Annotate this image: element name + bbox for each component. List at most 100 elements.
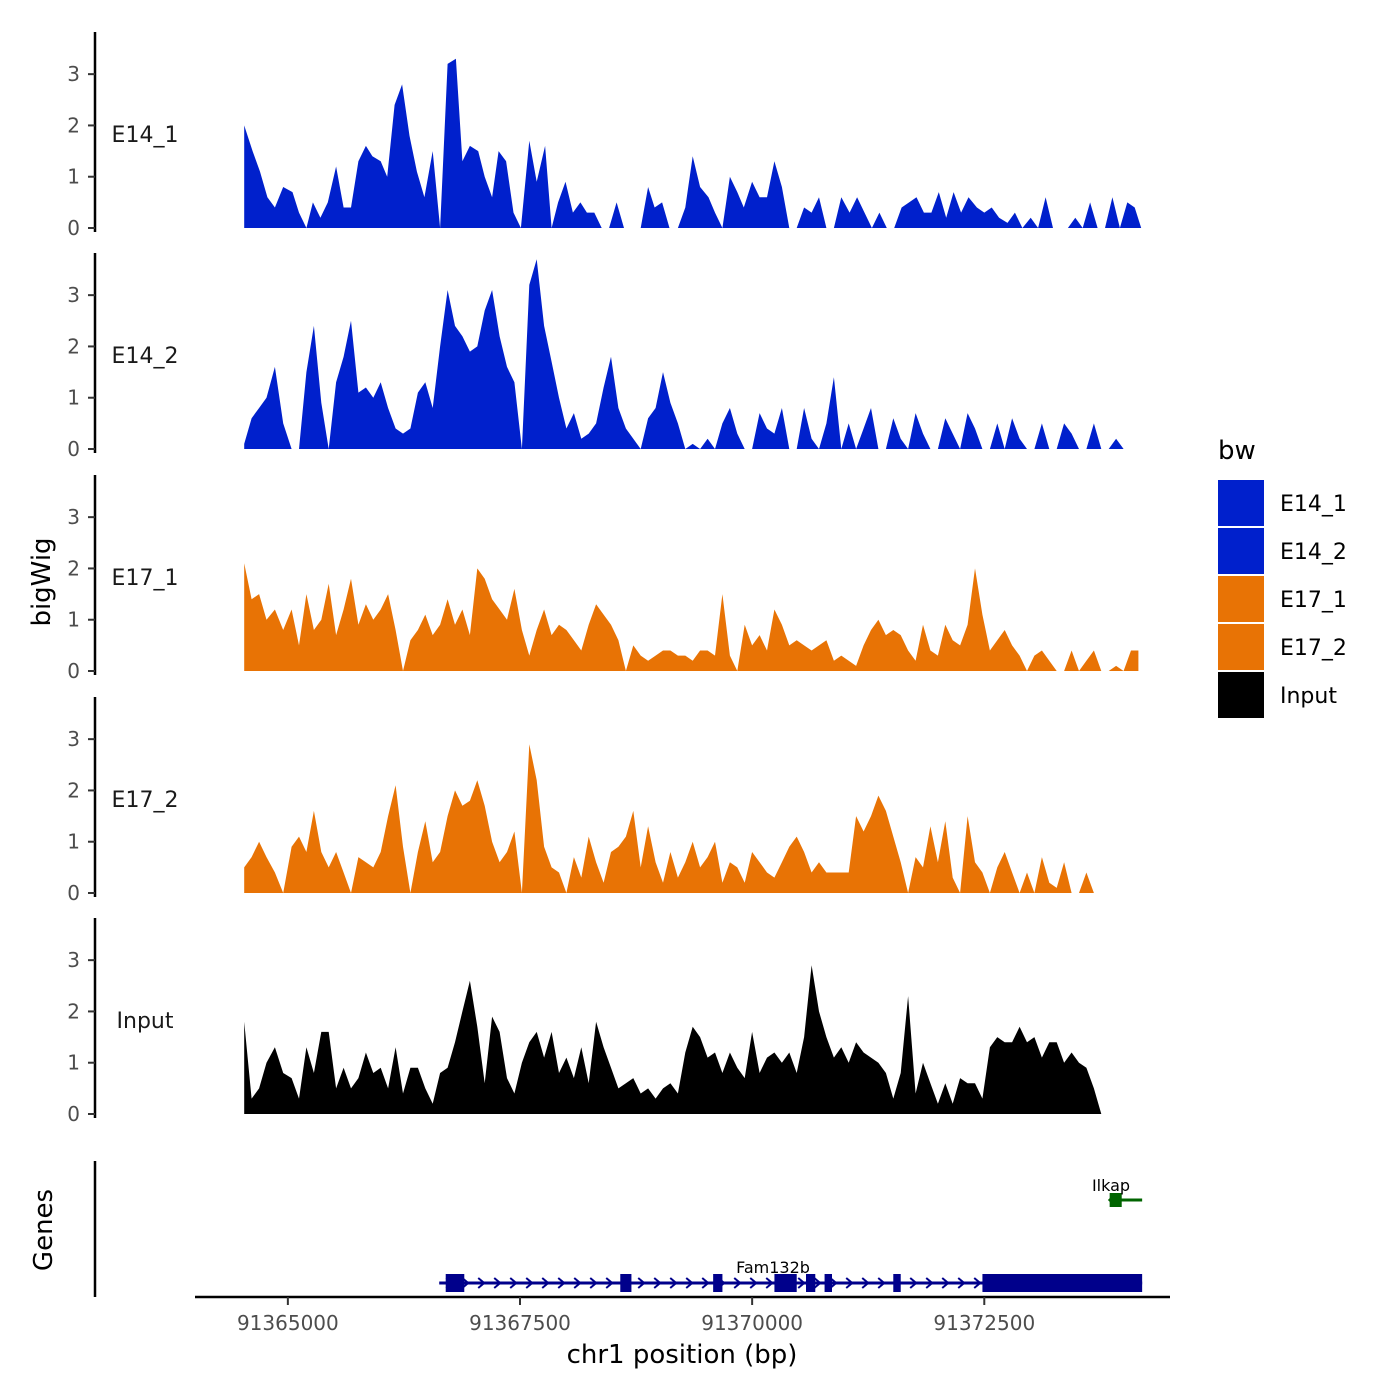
strand-arrow xyxy=(845,1277,854,1289)
panel-label: E14_1 xyxy=(112,123,179,148)
legend-title: bw xyxy=(1218,436,1256,466)
coverage-area-input xyxy=(244,965,1139,1114)
strand-arrow xyxy=(685,1277,694,1289)
y-tick-label: 1 xyxy=(67,1051,80,1075)
legend-swatch xyxy=(1218,672,1264,718)
y-tick-label: 2 xyxy=(67,113,80,137)
gene-ilkap: Ilkap xyxy=(1092,1176,1143,1207)
legend-item-e17-1: E17_1 xyxy=(1218,576,1347,622)
coverage-area-e14-2 xyxy=(244,259,1139,449)
strand-arrow xyxy=(813,1277,822,1289)
y-tick-label: 3 xyxy=(67,505,80,529)
genes-panel: Genes Fam132b Ilkap xyxy=(29,1161,1143,1297)
gene-exon xyxy=(982,1274,1143,1292)
y-tick-label: 0 xyxy=(67,1102,80,1126)
strand-arrow xyxy=(733,1277,742,1289)
legend-label: E17_1 xyxy=(1280,588,1347,613)
strand-arrow xyxy=(861,1277,870,1289)
strand-arrow xyxy=(797,1277,806,1289)
y-tick-label: 1 xyxy=(67,830,80,854)
y-tick-label: 3 xyxy=(67,283,80,307)
gene-exon xyxy=(1109,1193,1122,1207)
y-tick-label: 2 xyxy=(67,999,80,1023)
panel-label: E17_2 xyxy=(112,788,179,813)
coverage-area-e17-1 xyxy=(244,563,1139,671)
gene-fam132b: Fam132b xyxy=(439,1258,1143,1292)
strand-arrow xyxy=(941,1277,950,1289)
legend-items: E14_1 E14_2 E17_1 E17_2 Input xyxy=(1218,480,1347,718)
y-tick-label: 1 xyxy=(67,386,80,410)
strand-arrow xyxy=(605,1277,614,1289)
panel-label: E14_2 xyxy=(112,344,179,369)
panel-input: 0 1 2 3 Input xyxy=(67,918,1139,1126)
strand-arrow xyxy=(957,1277,966,1289)
strand-arrow xyxy=(573,1277,582,1289)
strand-arrow xyxy=(589,1277,598,1289)
y-tick-label: 1 xyxy=(67,608,80,632)
panel-label: Input xyxy=(117,1009,174,1034)
legend-item-e14-1: E14_1 xyxy=(1218,480,1347,526)
legend-item-e14-2: E14_2 xyxy=(1218,528,1347,574)
gene-exon xyxy=(445,1274,465,1292)
panel-e17-2: 0 1 2 3 E17_2 xyxy=(67,697,1139,905)
x-axis-title: chr1 position (bp) xyxy=(567,1340,798,1370)
legend-swatch xyxy=(1218,624,1264,670)
gene-exon xyxy=(806,1274,816,1292)
y-tick-label: 3 xyxy=(67,727,80,751)
y-tick-label: 2 xyxy=(67,334,80,358)
y-axis-title: bigWig xyxy=(27,537,57,626)
legend-swatch xyxy=(1218,576,1264,622)
x-tick-label: 91370000 xyxy=(701,1311,803,1335)
x-tick-label: 91367500 xyxy=(469,1311,571,1335)
strand-arrow xyxy=(669,1277,678,1289)
strand-arrow xyxy=(909,1277,918,1289)
strand-arrow xyxy=(541,1277,550,1289)
strand-arrow xyxy=(765,1277,774,1289)
y-tick-label: 3 xyxy=(67,62,80,86)
strand-arrow xyxy=(493,1277,502,1289)
legend-label: E14_2 xyxy=(1280,540,1347,565)
panel-e14-1: 0 1 2 3 E14_1 xyxy=(67,32,1142,240)
legend-swatch xyxy=(1218,528,1264,574)
strand-arrow xyxy=(877,1277,886,1289)
genes-panel-label: Genes xyxy=(29,1189,59,1271)
strand-arrow xyxy=(973,1277,982,1289)
y-tick-label: 0 xyxy=(67,437,80,461)
panel-e17-1: 0 1 2 3 E17_1 xyxy=(67,475,1139,683)
y-tick-label: 3 xyxy=(67,948,80,972)
gene-exon xyxy=(620,1274,632,1292)
y-tick-label: 0 xyxy=(67,659,80,683)
legend-label: E17_2 xyxy=(1280,636,1347,661)
strand-arrow xyxy=(925,1277,934,1289)
panel-label: E17_1 xyxy=(112,566,179,591)
strand-arrow xyxy=(829,1277,838,1289)
strand-arrow xyxy=(749,1277,758,1289)
strand-arrow xyxy=(557,1277,566,1289)
y-tick-label: 0 xyxy=(67,881,80,905)
x-tick-label: 91365000 xyxy=(237,1311,339,1335)
strand-arrow xyxy=(477,1277,486,1289)
gene-exon xyxy=(824,1274,832,1292)
legend-item-input: Input xyxy=(1218,672,1337,718)
gene-exon xyxy=(713,1274,723,1292)
y-tick-label: 1 xyxy=(67,165,80,189)
strand-arrow xyxy=(509,1277,518,1289)
strand-arrow xyxy=(701,1277,710,1289)
x-axis: 91365000 91367500 91370000 91372500 chr1 po… xyxy=(195,1295,1170,1370)
gene-exon xyxy=(774,1274,797,1292)
y-tick-label: 2 xyxy=(67,556,80,580)
strand-arrow xyxy=(525,1277,534,1289)
legend-swatch xyxy=(1218,480,1264,526)
legend-label: E14_1 xyxy=(1280,492,1347,517)
strand-arrow xyxy=(637,1277,646,1289)
coverage-area-e14-1 xyxy=(244,58,1142,228)
legend: bw E14_1 E14_2 E17_1 E17_2 Input xyxy=(1218,436,1347,718)
gene-label: Ilkap xyxy=(1092,1176,1130,1195)
panel-e14-2: 0 1 2 3 E14_2 xyxy=(67,253,1139,461)
gene-exon xyxy=(893,1274,901,1292)
strand-arrow xyxy=(653,1277,662,1289)
y-tick-label: 0 xyxy=(67,216,80,240)
legend-label: Input xyxy=(1280,684,1337,709)
x-axis-ticks: 91365000 91367500 91370000 91372500 xyxy=(237,1297,1035,1335)
